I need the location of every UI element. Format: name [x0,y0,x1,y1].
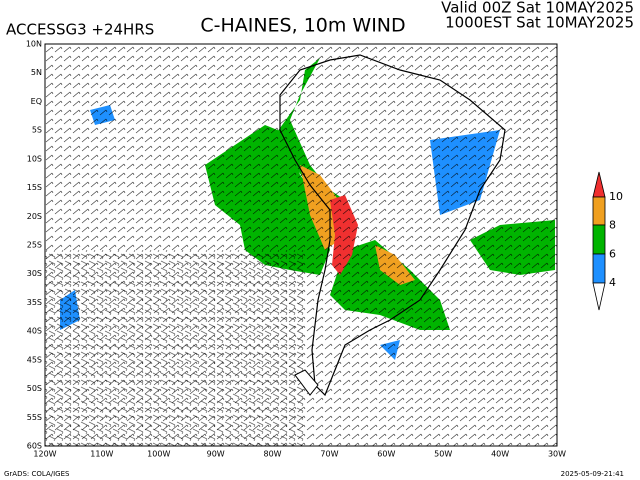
model-label: ACCESSG3 +24HRS [6,21,154,39]
lon-label: 80W [264,450,282,459]
local-time: 1000EST Sat 10MAY2025 [445,14,634,32]
colorbar-labels: 10 8 6 4 [609,190,623,289]
lon-label: 50W [434,450,452,459]
colorbar-label: 4 [609,276,616,289]
lon-label: 70W [320,450,338,459]
colorbar-label: 10 [609,190,623,203]
lat-label: 10S [27,154,42,163]
map-title: C-HAINES, 10m WIND [200,15,405,37]
lat-label: 10N [26,40,42,49]
lon-label: 110W [90,450,113,459]
colorbar [592,171,606,311]
lat-label: 35S [27,298,42,307]
lat-label: 60S [27,442,42,451]
lat-label: 50S [27,384,42,393]
lon-label: 30W [548,450,566,459]
colorbar-label: 6 [609,247,616,260]
lat-label: 5S [32,126,42,135]
lat-label: 55S [27,413,42,422]
lat-labels: 10N 5N EQ 5S 10S 15S 20S 25S 30S 35S 40S 45S 50S 55S 6… [26,40,42,451]
coastline [279,54,506,397]
lon-labels: 120W 110W 100W 90W 80W 70W 60W 50W 40W 30W [33,450,566,459]
lon-label: 100W [147,450,170,459]
lat-label: 25S [27,241,42,250]
lat-label: 5N [31,68,42,77]
lat-label: 45S [27,355,42,364]
lon-label: 60W [377,450,395,459]
footer-timestamp: 2025-05-09-21:41 [561,470,624,478]
lat-label: 40S [27,327,42,336]
lon-label: 120W [33,450,56,459]
colorbar-label: 8 [609,219,616,232]
lon-label: 40W [491,450,509,459]
footer-credit: GrADS: COLA/IGES [4,470,70,478]
lat-label: 15S [27,183,42,192]
valid-time: Valid 00Z Sat 10MAY2025 [441,0,634,17]
map-frame [44,43,558,447]
lat-label: 30S [27,269,42,278]
lat-label: EQ [31,97,42,106]
coastline [294,369,319,396]
map-field [45,44,557,446]
lat-label: 20S [27,212,42,221]
lon-label: 90W [207,450,225,459]
